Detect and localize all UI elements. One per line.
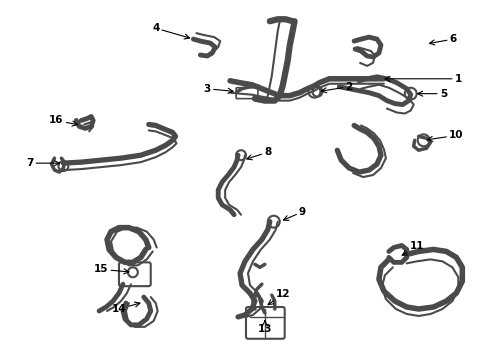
- Text: 1: 1: [385, 74, 462, 84]
- Text: 13: 13: [258, 321, 272, 334]
- Text: 2: 2: [321, 82, 353, 93]
- Text: 12: 12: [268, 289, 290, 305]
- Text: 16: 16: [49, 116, 77, 126]
- Text: 14: 14: [112, 302, 140, 314]
- Text: 7: 7: [26, 158, 59, 168]
- Text: 8: 8: [247, 147, 271, 160]
- Text: 4: 4: [152, 23, 190, 39]
- Text: 10: 10: [428, 130, 464, 141]
- Text: 6: 6: [430, 34, 457, 45]
- Text: 15: 15: [94, 264, 129, 274]
- Text: 11: 11: [402, 242, 424, 255]
- Text: 9: 9: [283, 207, 306, 220]
- Text: 3: 3: [204, 84, 233, 94]
- Text: 5: 5: [417, 89, 447, 99]
